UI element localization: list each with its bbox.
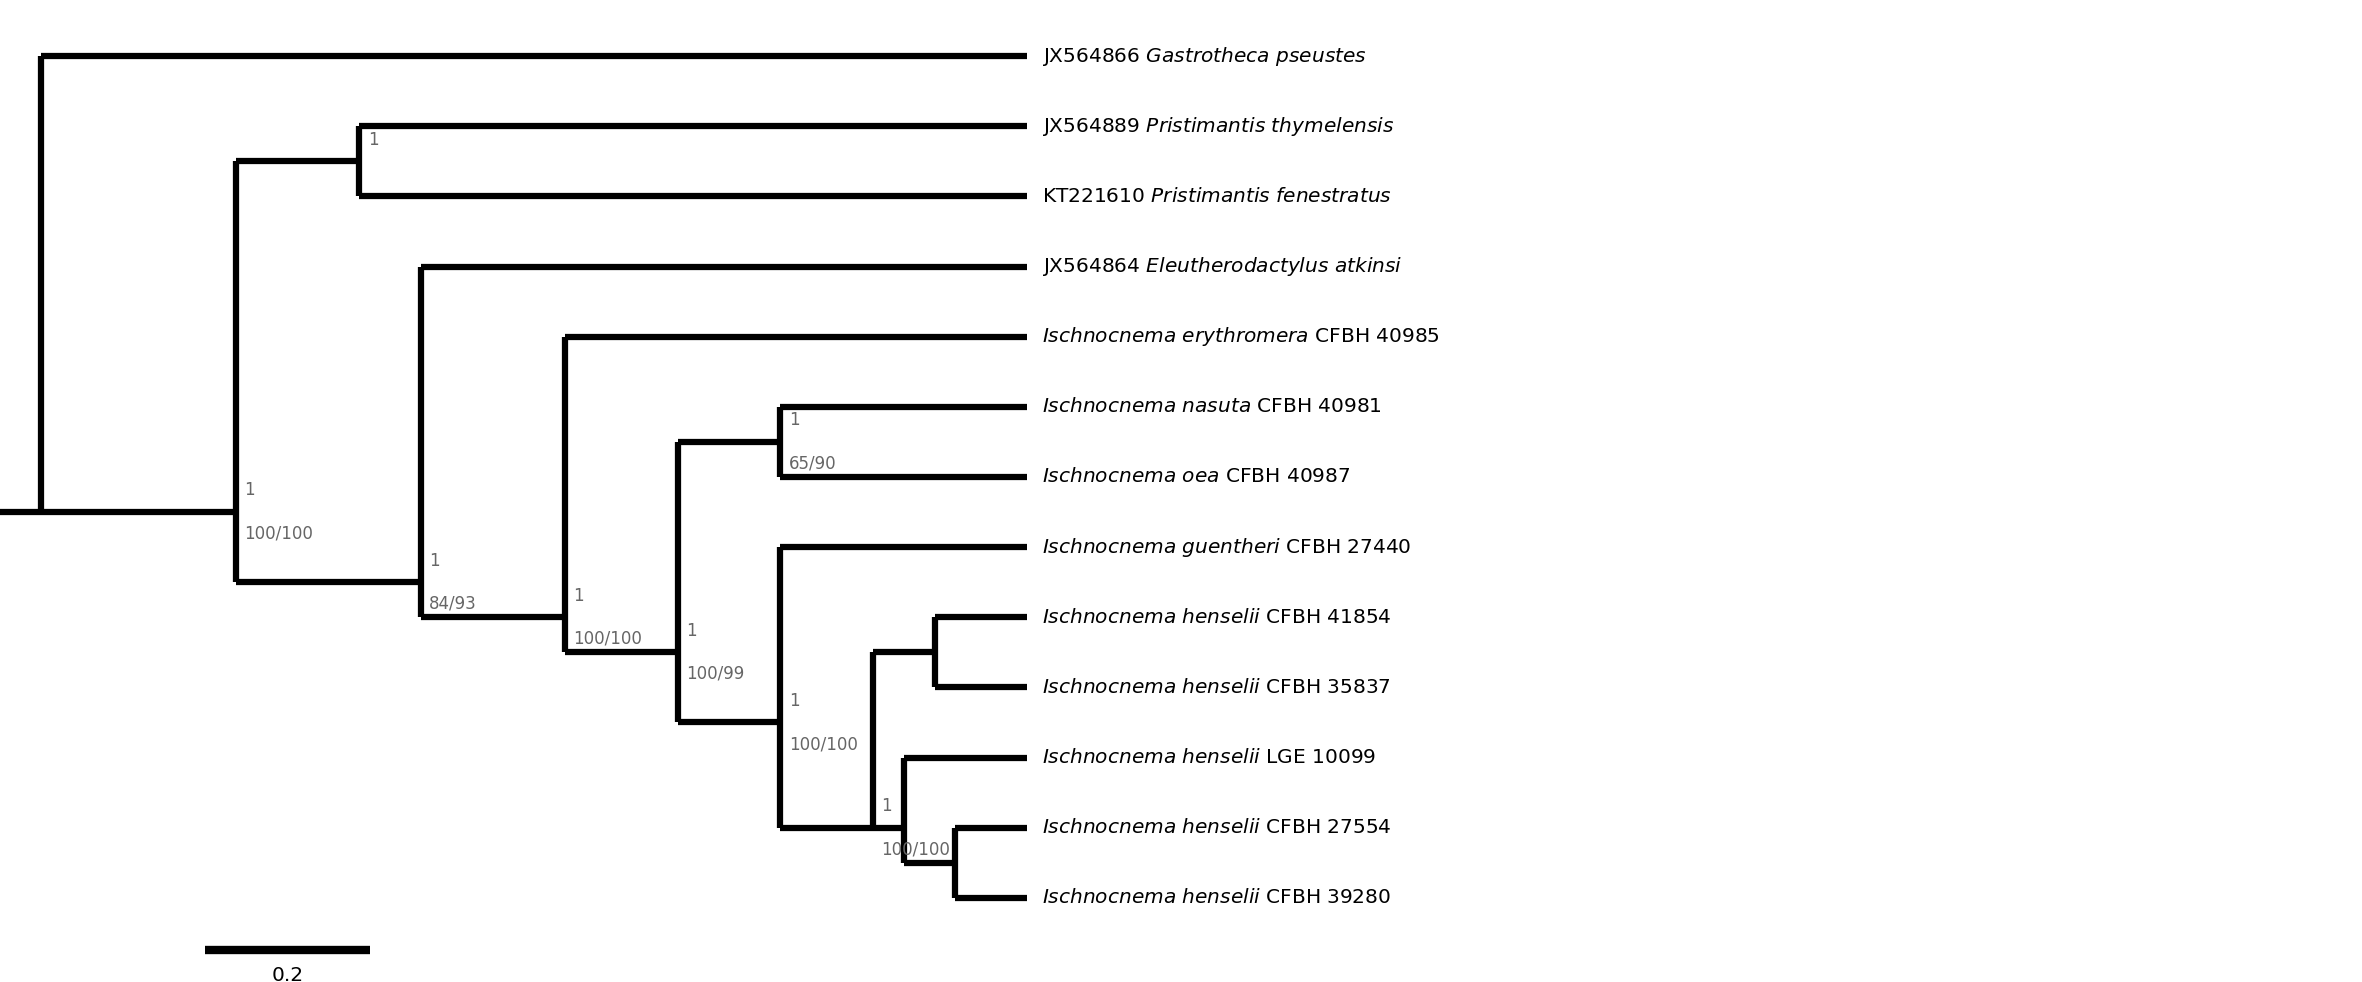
Text: $\it{Ischnocnema}$ $\it{henselii}$ CFBH 39280: $\it{Ischnocnema}$ $\it{henselii}$ CFBH …: [1042, 889, 1391, 907]
Text: JX564889 $\it{Pristimantis}$ $\it{thymelensis}$: JX564889 $\it{Pristimantis}$ $\it{thymel…: [1042, 115, 1394, 137]
Text: 100/100: 100/100: [881, 841, 950, 858]
Text: 1: 1: [430, 552, 439, 570]
Text: 1: 1: [789, 411, 798, 429]
Text: $\it{Ischnocnema}$ $\it{nasuta}$ CFBH 40981: $\it{Ischnocnema}$ $\it{nasuta}$ CFBH 40…: [1042, 398, 1382, 416]
Text: 100/100: 100/100: [789, 736, 857, 753]
Text: 100/100: 100/100: [574, 629, 642, 648]
Text: $\it{Ischnocnema}$ $\it{oea}$ CFBH 40987: $\it{Ischnocnema}$ $\it{oea}$ CFBH 40987: [1042, 467, 1351, 486]
Text: $\it{Ischnocnema}$ $\it{guentheri}$ CFBH 27440: $\it{Ischnocnema}$ $\it{guentheri}$ CFBH…: [1042, 535, 1412, 559]
Text: $\it{Ischnocnema}$ $\it{henselii}$ CFBH 35837: $\it{Ischnocnema}$ $\it{henselii}$ CFBH …: [1042, 678, 1391, 697]
Text: 0.2: 0.2: [272, 966, 305, 982]
Text: 1: 1: [574, 586, 583, 605]
Text: JX564864 $\it{Eleutherodactylus}$ $\it{atkinsi}$: JX564864 $\it{Eleutherodactylus}$ $\it{a…: [1042, 255, 1403, 278]
Text: JX564866 $\it{Gastrotheca}$ $\it{pseustes}$: JX564866 $\it{Gastrotheca}$ $\it{pseuste…: [1042, 44, 1368, 68]
Text: 84/93: 84/93: [430, 595, 477, 613]
Text: 1: 1: [789, 692, 798, 710]
Text: 1: 1: [881, 797, 893, 815]
Text: 1: 1: [685, 622, 697, 639]
Text: $\it{Ischnocnema}$ $\it{henselii}$ CFBH 27554: $\it{Ischnocnema}$ $\it{henselii}$ CFBH …: [1042, 818, 1391, 838]
Text: $\it{Ischnocnema}$ $\it{henselii}$ CFBH 41854: $\it{Ischnocnema}$ $\it{henselii}$ CFBH …: [1042, 608, 1391, 627]
Text: 65/90: 65/90: [789, 455, 836, 472]
Text: 1: 1: [243, 481, 255, 500]
Text: $\it{Ischnocnema}$ $\it{henselii}$ LGE 10099: $\it{Ischnocnema}$ $\it{henselii}$ LGE 1…: [1042, 748, 1377, 767]
Text: 100/100: 100/100: [243, 524, 314, 543]
Text: KT221610 $\it{Pristimantis}$ $\it{fenestratus}$: KT221610 $\it{Pristimantis}$ $\it{fenest…: [1042, 187, 1391, 206]
Text: 1: 1: [368, 131, 378, 148]
Text: $\it{Ischnocnema}$ $\it{erythromera}$ CFBH 40985: $\it{Ischnocnema}$ $\it{erythromera}$ CF…: [1042, 325, 1441, 349]
Text: 100/99: 100/99: [685, 665, 744, 682]
